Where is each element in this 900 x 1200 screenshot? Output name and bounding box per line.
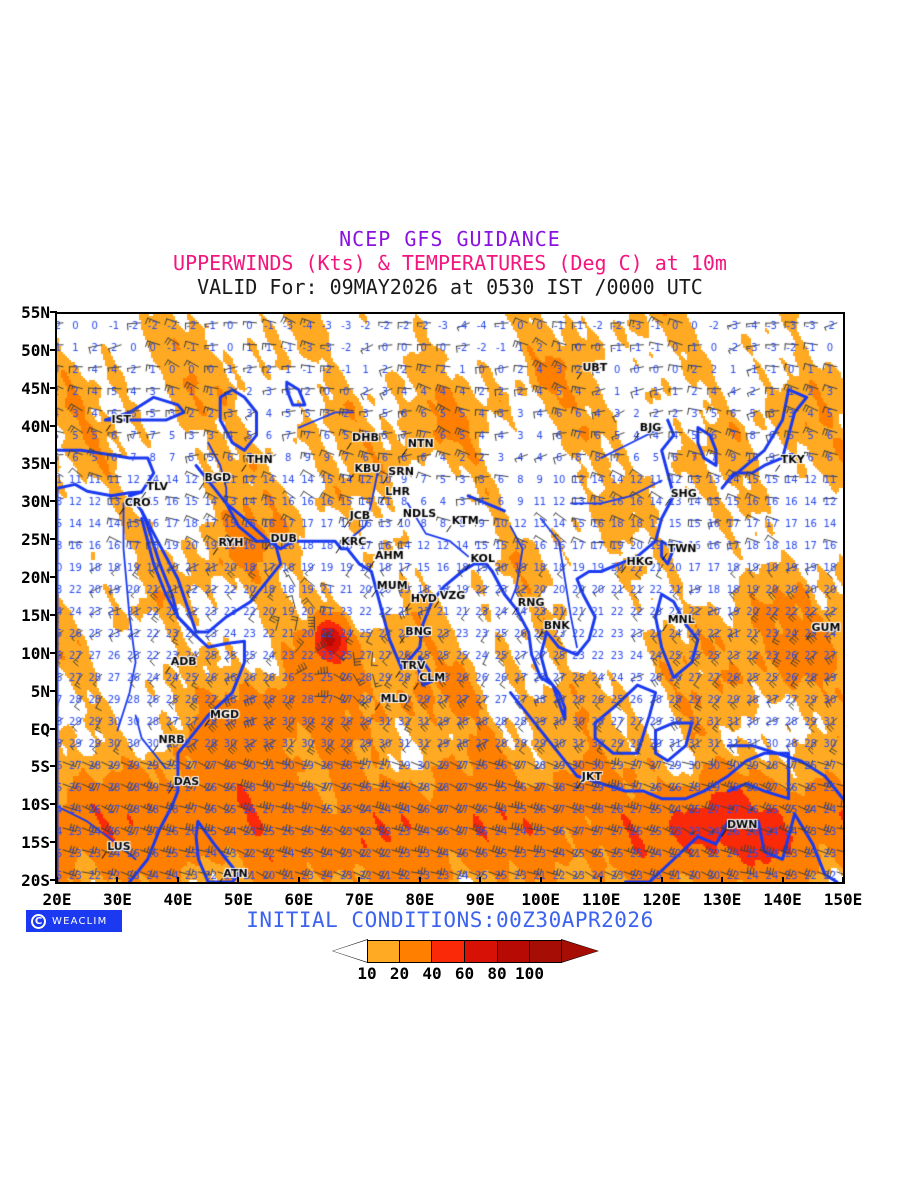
latitude-tick-label: 5S	[30, 757, 50, 777]
longitude-tick	[418, 877, 421, 884]
longitude-tick-label: 130E	[702, 890, 742, 909]
longitude-tick	[56, 877, 58, 884]
longitude-tick	[297, 877, 300, 884]
longitude-tick-label: 150E	[823, 890, 863, 909]
longitude-tick-label: 20E	[42, 890, 72, 909]
colorbar-swatch	[432, 940, 466, 963]
longitude-tick	[781, 877, 784, 884]
latitude-tick-label: 15N	[21, 605, 50, 625]
latitude-tick	[50, 879, 57, 881]
longitude-tick-label: 120E	[642, 890, 681, 909]
colorbar-swatch	[367, 940, 400, 963]
latitude-tick	[50, 538, 57, 541]
latitude-tick	[50, 311, 57, 313]
colorbar-swatch	[465, 940, 498, 963]
longitude-tick	[842, 877, 844, 884]
latitude-tick	[50, 803, 57, 806]
longitude-tick-label: 140E	[763, 890, 802, 909]
longitude-axis: 20E 30E 40E 50E 60E 70E 80E 90E 100E 110E 120E 130E…	[43, 877, 862, 914]
latitude-tick-label: 10N	[21, 643, 50, 663]
longitude-tick	[660, 877, 663, 884]
longitude-tick	[237, 877, 240, 884]
latitude-tick-label: 50N	[21, 340, 50, 360]
colorbar-over-arrow	[562, 940, 598, 962]
copyright-icon: C	[31, 913, 46, 929]
longitude-tick-label: 80E	[405, 890, 435, 909]
latitude-axis: 55N 50N 45N 40N 35N 30N 25N 20N 15N 10N 5N EQ 5S 10S 1…	[0, 303, 57, 890]
latitude-tick-label: 25N	[21, 530, 50, 550]
title-line-model: NCEP GFS GUIDANCE	[339, 227, 561, 251]
longitude-tick-label: 60E	[284, 890, 314, 909]
latitude-tick-label: 35N	[21, 454, 50, 474]
colorbar-tick-label: 10	[357, 964, 377, 983]
latitude-tick	[50, 576, 57, 579]
latitude-tick	[50, 424, 57, 427]
title-line-variable: UPPERWINDS (Kts) & TEMPERATURES (Deg C) …	[173, 251, 727, 275]
longitude-tick	[600, 877, 603, 884]
weaclim-logo-label: WEACLIM	[52, 915, 108, 927]
latitude-tick	[50, 765, 57, 768]
longitude-tick	[539, 877, 542, 884]
longitude-tick-label: 90E	[465, 890, 495, 909]
longitude-tick	[358, 877, 361, 884]
longitude-tick	[479, 877, 482, 884]
latitude-tick-label: 40N	[21, 416, 50, 436]
latitude-tick	[50, 348, 57, 351]
longitude-tick-label: 40E	[163, 890, 193, 909]
longitude-tick	[176, 877, 179, 884]
colorbar-tick-label: 60	[454, 964, 475, 983]
latitude-tick-label: 10S	[21, 795, 50, 815]
latitude-tick	[50, 841, 57, 844]
colorbar-swatch	[399, 940, 433, 963]
weather-map-canvas[interactable]	[57, 314, 843, 882]
latitude-tick	[50, 500, 57, 503]
latitude-tick	[50, 613, 57, 616]
longitude-tick-label: 70E	[344, 890, 374, 909]
longitude-tick	[721, 877, 724, 884]
map-plot-area[interactable]	[55, 312, 845, 884]
colorbar-tick-label: 80	[487, 964, 507, 983]
title-line-valid: VALID For: 09MAY2026 at 0530 IST /0000 U…	[197, 275, 703, 299]
latitude-tick-label: 45N	[21, 378, 50, 398]
latitude-tick-label: 15S	[21, 833, 50, 853]
latitude-tick-label: EQ	[30, 719, 50, 739]
longitude-tick	[116, 877, 119, 884]
latitude-tick-label: 30N	[21, 492, 50, 512]
colorbar-ticklabels: 10 20 40 60 80 100	[322, 964, 607, 984]
latitude-tick	[50, 386, 57, 389]
colorbar[interactable]: 10 20 40 60 80 100	[322, 939, 607, 985]
latitude-tick	[50, 462, 57, 465]
longitude-tick-label: 50E	[223, 890, 253, 909]
title-block: NCEP GFS GUIDANCE UPPERWINDS (Kts) & TEM…	[0, 227, 900, 300]
colorbar-swatch	[497, 940, 531, 963]
latitude-tick-label: 20S	[21, 871, 50, 890]
latitude-tick	[50, 727, 57, 730]
colorbar-tick-label: 40	[422, 964, 442, 983]
longitude-tick-label: 110E	[581, 890, 621, 909]
latitude-tick	[50, 689, 57, 692]
latitude-tick	[50, 651, 57, 654]
longitude-tick-label: 100E	[521, 890, 560, 909]
latitude-tick-label: 20N	[21, 568, 50, 588]
colorbar-swatch	[530, 940, 563, 963]
colorbar-tick-label: 100	[515, 964, 544, 983]
weaclim-logo: C WEACLIM	[26, 910, 122, 932]
initial-conditions-label: INITIAL CONDITIONS:00Z30APR2026	[246, 908, 654, 932]
colorbar-under-arrow	[333, 940, 367, 962]
latitude-tick-label: 5N	[30, 681, 50, 701]
colorbar-swatches	[367, 940, 563, 963]
colorbar-tick-label: 20	[389, 964, 410, 983]
latitude-tick-label: 55N	[21, 303, 50, 322]
longitude-tick-label: 30E	[103, 890, 132, 909]
